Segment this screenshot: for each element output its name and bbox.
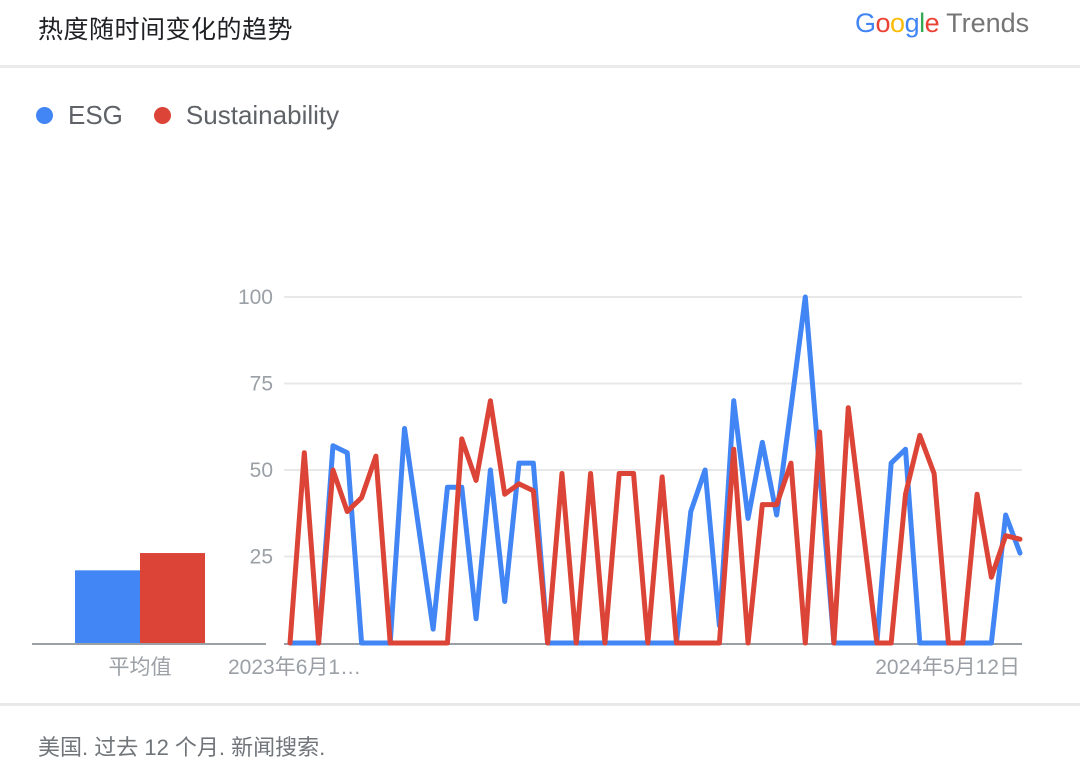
- sustainability-legend-dot: [153, 107, 171, 124]
- trends-wordmark: Trends: [946, 8, 1030, 38]
- x-axis-label-start: 2023年6月1…: [228, 656, 362, 679]
- google-logo-letter: o: [875, 8, 891, 38]
- sustainability-trend-line[interactable]: [287, 398, 1023, 646]
- y-axis-tick-label: 75: [250, 373, 273, 396]
- google-logo-letter: G: [855, 8, 876, 38]
- y-axis-tick-label: 50: [250, 459, 273, 482]
- google-logo-letter: o: [890, 8, 905, 38]
- average-axis-label: 平均值: [108, 656, 172, 679]
- sustainability-legend-label: Sustainability: [185, 100, 340, 130]
- legend: ESG Sustainability: [36, 100, 339, 131]
- google-logo-letter: l: [919, 8, 925, 38]
- footer-divider: [0, 703, 1080, 706]
- esg-trend-line[interactable]: [287, 294, 1023, 646]
- esg-legend-label: ESG: [68, 100, 123, 130]
- esg-average-bar[interactable]: [75, 570, 140, 643]
- esg-legend-dot: [36, 107, 53, 124]
- page-title: 热度随时间变化的趋势: [38, 16, 294, 44]
- footer-scope-text: 美国. 过去 12 个月. 新闻搜索.: [38, 735, 326, 760]
- x-axis-label-end: 2024年5月12日: [875, 656, 1020, 679]
- y-axis-tick-label: 25: [250, 546, 273, 569]
- google-logo-letter: g: [904, 8, 920, 38]
- header-divider: [0, 65, 1080, 68]
- y-axis-tick-label: 100: [238, 286, 273, 309]
- google-logo-letter: e: [924, 8, 940, 38]
- google-trends-logo[interactable]: Google Trends: [855, 8, 1029, 39]
- sustainability-average-bar[interactable]: [140, 553, 205, 643]
